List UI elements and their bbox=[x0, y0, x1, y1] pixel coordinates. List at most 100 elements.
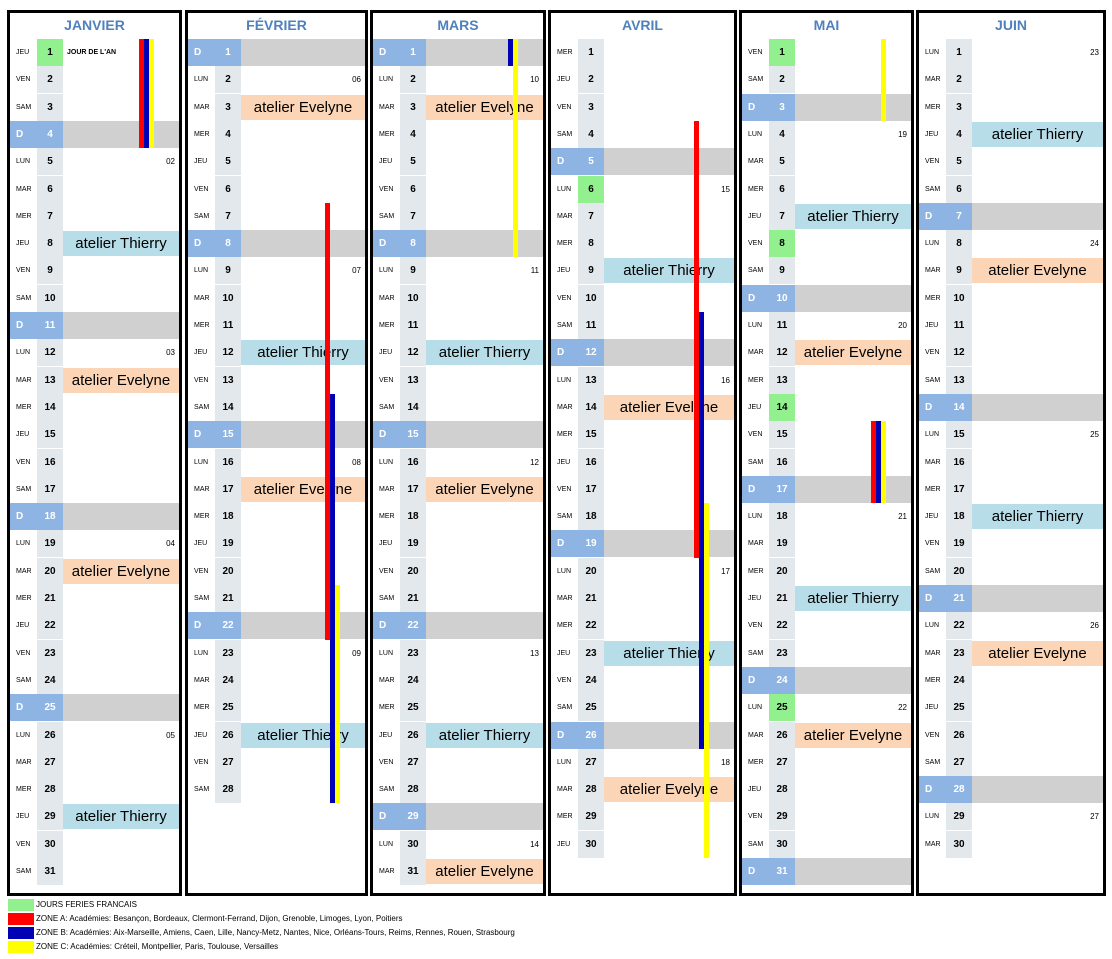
day-number: 14 bbox=[769, 393, 795, 421]
weekday-label: MAR bbox=[557, 403, 573, 411]
event-thierry[interactable]: atelier Thierry bbox=[795, 203, 911, 229]
weekday-label: SAM bbox=[748, 76, 764, 84]
day-row: SAM 3 bbox=[10, 93, 179, 121]
weekday-label: D bbox=[557, 538, 565, 550]
week-number: 11 bbox=[530, 266, 539, 276]
day-row: MAR 6 bbox=[10, 175, 179, 203]
weekday-label: JEU bbox=[748, 786, 762, 794]
event-evelyne[interactable]: atelier Evelyne bbox=[972, 640, 1103, 666]
weekday-label: MER bbox=[16, 212, 32, 220]
weekday-label: VEN bbox=[16, 840, 31, 848]
event-evelyne[interactable]: atelier Evelyne bbox=[604, 394, 734, 420]
event-evelyne[interactable]: atelier Evelyne bbox=[63, 367, 179, 393]
event-thierry[interactable]: atelier Thierry bbox=[241, 722, 365, 748]
day-number: 4 bbox=[47, 128, 53, 140]
weekday-label: SAM bbox=[925, 185, 941, 193]
event-thierry[interactable]: atelier Thierry bbox=[426, 340, 543, 366]
day-number: 29 bbox=[578, 803, 604, 831]
week-number: 06 bbox=[352, 75, 361, 85]
event-thierry[interactable]: atelier Thierry bbox=[604, 640, 734, 666]
day-number: 4 bbox=[946, 120, 972, 148]
day-row: LUN 2 10 bbox=[373, 66, 543, 94]
event-thierry[interactable]: atelier Thierry bbox=[972, 121, 1103, 147]
event-evelyne[interactable]: atelier Evelyne bbox=[426, 94, 543, 120]
day-number: 23 bbox=[215, 639, 241, 667]
day-number: 14 bbox=[37, 393, 63, 421]
week-number: 20 bbox=[898, 321, 907, 330]
weekday-label: JEU bbox=[16, 240, 30, 248]
weekday-label: LUN bbox=[925, 813, 940, 821]
day-row: JEU 7 bbox=[742, 202, 911, 230]
day-number: 13 bbox=[946, 366, 972, 394]
day-row: MER 17 bbox=[919, 475, 1103, 503]
weekday-label: LUN bbox=[925, 431, 940, 439]
day-number: 16 bbox=[578, 448, 604, 476]
weekday-label: D bbox=[379, 429, 387, 441]
day-number: 6 bbox=[37, 175, 63, 203]
day-row: SAM 31 bbox=[10, 858, 179, 885]
weekday-label: LUN bbox=[748, 130, 763, 138]
week-number: 05 bbox=[166, 730, 175, 740]
weekday-label: JEU bbox=[925, 130, 939, 138]
sunday-shade bbox=[426, 803, 543, 831]
day-row: D 24 bbox=[742, 666, 911, 694]
weekday-label: MAR bbox=[925, 76, 941, 84]
weekday-label: MAR bbox=[925, 840, 941, 848]
week-number: 23 bbox=[1090, 48, 1099, 57]
event-thierry[interactable]: atelier Thierry bbox=[63, 804, 179, 830]
day-row: MER 8 bbox=[551, 230, 734, 258]
day-row: LUN 25 22 bbox=[742, 694, 911, 722]
day-number: 25 bbox=[946, 694, 972, 722]
day-number: 29 bbox=[407, 811, 419, 823]
day-row: VEN 29 bbox=[742, 803, 911, 831]
weekday-label: MER bbox=[557, 622, 573, 630]
event-evelyne[interactable]: atelier Evelyne bbox=[241, 94, 365, 120]
day-number: 8 bbox=[225, 238, 231, 250]
event-evelyne[interactable]: atelier Evelyne bbox=[241, 476, 365, 502]
weekday-label: D bbox=[925, 784, 933, 796]
event-evelyne[interactable]: atelier Evelyne bbox=[604, 777, 734, 803]
event-thierry[interactable]: atelier Thierry bbox=[426, 722, 543, 748]
week-number: 04 bbox=[166, 539, 175, 549]
event-thierry[interactable]: atelier Thierry bbox=[63, 231, 179, 257]
event-thierry[interactable]: atelier Thierry bbox=[972, 504, 1103, 530]
sunday-block: D 21 bbox=[919, 585, 972, 612]
day-number: 12 bbox=[946, 339, 972, 367]
event-evelyne[interactable]: atelier Evelyne bbox=[795, 722, 911, 748]
day-number: 21 bbox=[400, 585, 426, 612]
weekday-label: MER bbox=[557, 813, 573, 821]
event-evelyne[interactable]: atelier Evelyne bbox=[426, 859, 543, 884]
week-number: 18 bbox=[721, 757, 730, 767]
day-row: JEU 19 bbox=[373, 530, 543, 558]
event-thierry[interactable]: atelier Thierry bbox=[795, 586, 911, 611]
sunday-shade bbox=[795, 93, 911, 121]
weekday-label: MAR bbox=[748, 158, 764, 166]
day-number: 1 bbox=[769, 39, 795, 66]
event-thierry[interactable]: atelier Thierry bbox=[241, 340, 365, 366]
day-number: 16 bbox=[946, 448, 972, 476]
weekday-label: MER bbox=[925, 676, 941, 684]
day-row: D 28 bbox=[919, 776, 1103, 804]
day-number: 25 bbox=[769, 694, 795, 722]
day-row: VEN 9 bbox=[10, 257, 179, 285]
day-row: JEU 29 bbox=[10, 803, 179, 831]
day-number: 26 bbox=[37, 721, 63, 749]
day-number: 7 bbox=[769, 202, 795, 230]
day-row: JEU 19 bbox=[188, 530, 365, 558]
sunday-shade bbox=[241, 421, 365, 449]
event-evelyne[interactable]: atelier Evelyne bbox=[63, 558, 179, 584]
weekday-label: MER bbox=[748, 185, 764, 193]
day-row: JEU 26 bbox=[373, 721, 543, 749]
day-number: 3 bbox=[779, 101, 785, 113]
event-evelyne[interactable]: atelier Evelyne bbox=[795, 340, 911, 366]
day-number: 10 bbox=[215, 284, 241, 312]
day-number: 16 bbox=[769, 448, 795, 476]
day-number: 3 bbox=[400, 93, 426, 121]
day-row: JEU 16 bbox=[551, 448, 734, 476]
day-row: LUN 1 23 bbox=[919, 39, 1103, 66]
event-thierry[interactable]: atelier Thierry bbox=[604, 258, 734, 284]
weekday-label: MER bbox=[379, 130, 395, 138]
event-evelyne[interactable]: atelier Evelyne bbox=[972, 258, 1103, 284]
day-row: MER 3 bbox=[919, 93, 1103, 121]
event-evelyne[interactable]: atelier Evelyne bbox=[426, 476, 543, 502]
